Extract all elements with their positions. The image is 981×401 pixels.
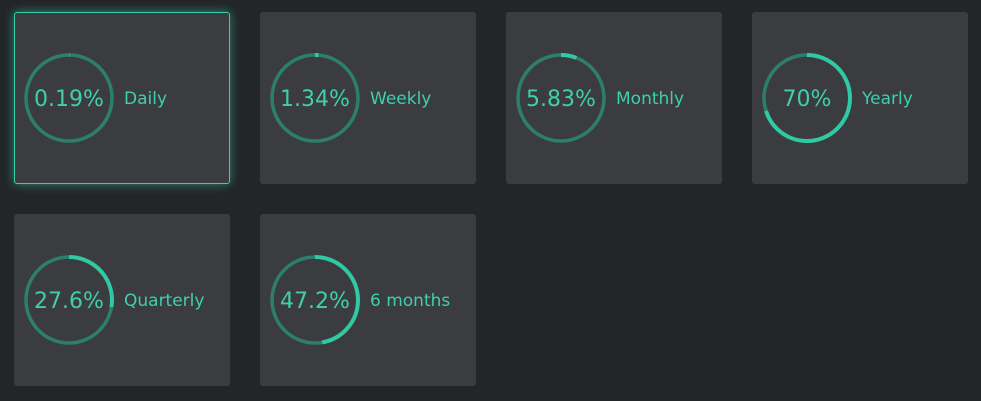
gauge-value: 5.83% bbox=[526, 87, 596, 112]
gauge-arc bbox=[762, 53, 852, 143]
card-label: Weekly bbox=[370, 89, 431, 109]
stat-card[interactable]: 47.2% 6 months bbox=[260, 214, 476, 386]
gauge: 27.6% Quarterly bbox=[24, 255, 204, 345]
stat-card[interactable]: 0.19% Daily bbox=[14, 12, 230, 184]
card-label: Quarterly bbox=[124, 291, 204, 311]
gauge-arc bbox=[24, 53, 114, 143]
gauge-value: 70% bbox=[783, 87, 832, 112]
gauge-arc bbox=[270, 53, 360, 143]
gauge-arc bbox=[270, 255, 360, 345]
gauge: 70% Yearly bbox=[762, 53, 913, 143]
gauge-value: 47.2% bbox=[280, 289, 350, 314]
gauge: 5.83% Monthly bbox=[516, 53, 684, 143]
gauge: 0.19% Daily bbox=[24, 53, 167, 143]
stat-card[interactable]: 70% Yearly bbox=[752, 12, 968, 184]
stat-card[interactable]: 1.34% Weekly bbox=[260, 12, 476, 184]
gauge-value: 0.19% bbox=[34, 87, 104, 112]
gauge: 1.34% Weekly bbox=[270, 53, 431, 143]
gauge-value: 1.34% bbox=[280, 87, 350, 112]
stat-card[interactable]: 27.6% Quarterly bbox=[14, 214, 230, 386]
card-label: 6 months bbox=[370, 291, 450, 311]
gauge: 47.2% 6 months bbox=[270, 255, 450, 345]
card-label: Daily bbox=[124, 89, 167, 109]
card-label: Yearly bbox=[861, 89, 913, 109]
gauge-arc bbox=[24, 255, 114, 345]
card-label: Monthly bbox=[616, 89, 684, 109]
gauge-value: 27.6% bbox=[34, 289, 104, 314]
stat-card[interactable]: 5.83% Monthly bbox=[506, 12, 722, 184]
gauge-arc bbox=[516, 53, 606, 143]
